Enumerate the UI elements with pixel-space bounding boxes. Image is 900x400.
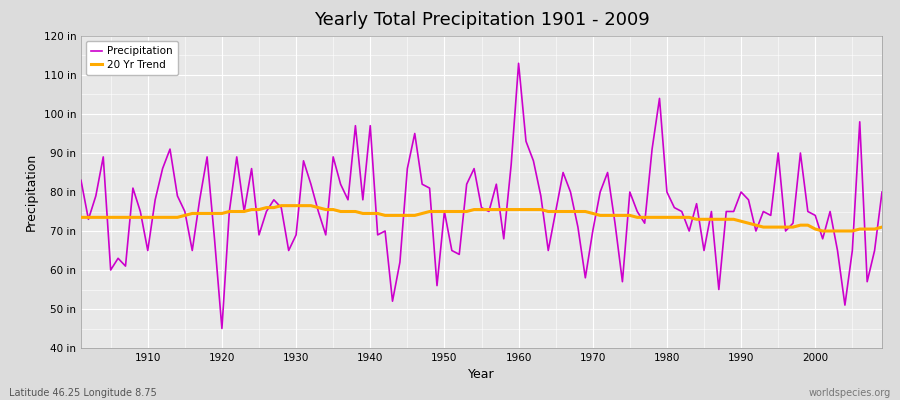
- X-axis label: Year: Year: [468, 368, 495, 382]
- Legend: Precipitation, 20 Yr Trend: Precipitation, 20 Yr Trend: [86, 41, 178, 75]
- Text: Latitude 46.25 Longitude 8.75: Latitude 46.25 Longitude 8.75: [9, 388, 157, 398]
- Title: Yearly Total Precipitation 1901 - 2009: Yearly Total Precipitation 1901 - 2009: [313, 11, 650, 29]
- Text: worldspecies.org: worldspecies.org: [809, 388, 891, 398]
- Y-axis label: Precipitation: Precipitation: [25, 153, 38, 231]
